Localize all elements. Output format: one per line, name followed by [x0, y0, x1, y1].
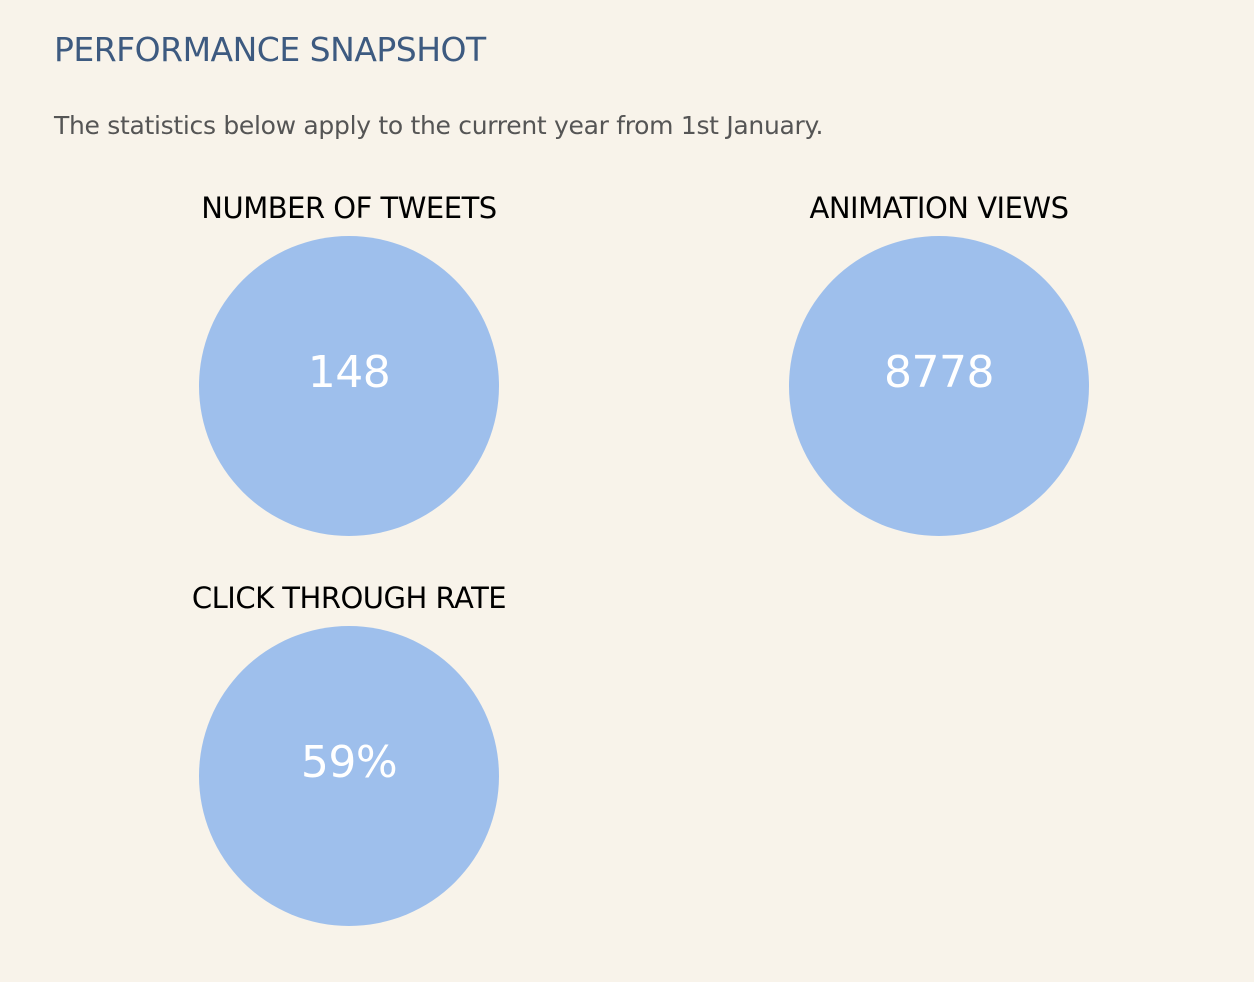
stat-click-through-rate: CLICK THROUGH RATE 59% — [139, 578, 559, 926]
stat-value: 148 — [307, 347, 391, 398]
page-subtitle: The statistics below apply to the curren… — [54, 111, 824, 140]
stat-number-of-tweets: NUMBER OF TWEETS 148 — [139, 188, 559, 536]
stat-label: NUMBER OF TWEETS — [201, 191, 497, 225]
stat-circle: 148 — [199, 236, 499, 536]
stat-circle: 59% — [199, 626, 499, 926]
stat-animation-views: ANIMATION VIEWS 8778 — [729, 188, 1149, 536]
stat-label: CLICK THROUGH RATE — [191, 581, 507, 615]
page-title: PERFORMANCE SNAPSHOT — [54, 30, 486, 69]
stat-label: ANIMATION VIEWS — [809, 191, 1070, 225]
stat-value: 8778 — [884, 347, 994, 398]
stat-circle: 8778 — [789, 236, 1089, 536]
stat-value: 59% — [300, 737, 398, 788]
